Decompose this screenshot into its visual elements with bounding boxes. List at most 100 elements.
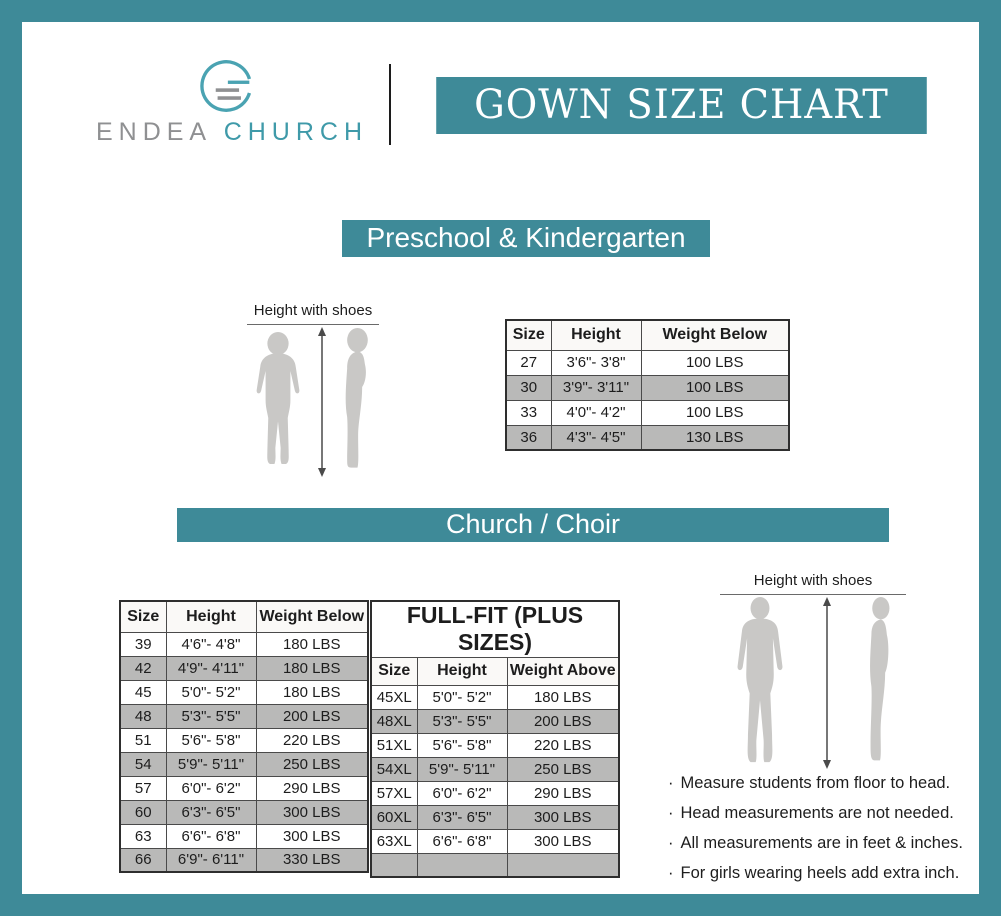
table-cell: 54XL (370, 756, 418, 782)
table-cell: 48XL (370, 708, 418, 734)
table-cell: 45XL (370, 684, 418, 710)
table-cell: 3'6"- 3'8" (550, 349, 642, 376)
header-divider (389, 64, 391, 145)
table-cell: 6'3"- 6'5" (416, 804, 508, 830)
table-cell: 6'9"- 6'11" (165, 847, 257, 873)
table-cell: 36 (505, 424, 552, 451)
note-text: For girls wearing heels add extra inch. (680, 864, 960, 882)
adult-side-silhouette-icon (854, 597, 906, 774)
column-header-size: Size (370, 656, 418, 686)
figure-topline (720, 594, 906, 595)
plus-size-table: FULL-FIT (PLUS SIZES) Size Height Weight… (370, 600, 620, 878)
table-cell: 130 LBS (640, 424, 790, 451)
table-cell: 54 (119, 751, 167, 777)
table-cell: 330 LBS (255, 847, 369, 873)
note-item: · For girls wearing heels add extra inch. (668, 864, 979, 883)
column-header-height: Height (165, 600, 257, 633)
brand-word-endea: ENDEA (95, 118, 211, 146)
table-row: 39 4'6"- 4'8" 180 LBS (119, 631, 369, 657)
table-cell: 300 LBS (255, 823, 369, 849)
table-cell: 300 LBS (506, 804, 620, 830)
height-arrow-icon (315, 327, 329, 482)
table-cell: 60XL (370, 804, 418, 830)
page-title: GOWN SIZE CHART (436, 77, 927, 134)
note-text: Measure students from floor to head. (680, 774, 951, 792)
table-cell (370, 852, 418, 878)
bullet-icon: · (668, 804, 674, 822)
table-cell: 5'0"- 5'2" (416, 684, 508, 710)
table-cell: 5'6"- 5'8" (416, 732, 508, 758)
figure-topline (247, 324, 379, 325)
table-cell: 4'3"- 4'5" (550, 424, 642, 451)
table-cell: 63 (119, 823, 167, 849)
table-cell (506, 852, 620, 878)
table-cell: 100 LBS (640, 399, 790, 426)
note-text: Head measurements are not needed. (680, 804, 954, 822)
table-row: 54 5'9"- 5'11" 250 LBS (119, 751, 369, 777)
brand-wordmark: ENDEA CHURCH (74, 118, 390, 147)
table-title-row: FULL-FIT (PLUS SIZES) (370, 600, 620, 658)
endea-logo-icon (198, 58, 254, 119)
table-cell: 290 LBS (506, 780, 620, 806)
table-cell: 33 (505, 399, 552, 426)
table-row: 45 5'0"- 5'2" 180 LBS (119, 679, 369, 705)
table-cell: 220 LBS (255, 727, 369, 753)
table-row: 45XL 5'0"- 5'2" 180 LBS (370, 684, 620, 710)
table-cell: 5'9"- 5'11" (165, 751, 257, 777)
adult-height-figure: Height with shoes (720, 572, 906, 774)
column-header-weight: Weight Below (640, 319, 790, 351)
table-cell: 4'6"- 4'8" (165, 631, 257, 657)
table-row: 30 3'9"- 3'11" 100 LBS (505, 374, 790, 401)
table-cell: 5'9"- 5'11" (416, 756, 508, 782)
table-cell: 180 LBS (255, 655, 369, 681)
table-row: 48 5'3"- 5'5" 200 LBS (119, 703, 369, 729)
table-row: 63 6'6"- 6'8" 300 LBS (119, 823, 369, 849)
table-cell: 180 LBS (255, 631, 369, 657)
table-empty-row (370, 852, 620, 878)
table-cell: 6'6"- 6'8" (416, 828, 508, 854)
section-banner-preschool: Preschool & Kindergarten (342, 220, 710, 257)
table-cell: 200 LBS (255, 703, 369, 729)
table-cell: 5'0"- 5'2" (165, 679, 257, 705)
table-row: 33 4'0"- 4'2" 100 LBS (505, 399, 790, 426)
bullet-icon: · (668, 834, 674, 852)
table-row: 57 6'0"- 6'2" 290 LBS (119, 775, 369, 801)
table-cell: 39 (119, 631, 167, 657)
table-cell: 6'0"- 6'2" (416, 780, 508, 806)
table-cell: 42 (119, 655, 167, 681)
table-cell: 6'3"- 6'5" (165, 799, 257, 825)
table-cell: 3'9"- 3'11" (550, 374, 642, 401)
child-side-silhouette-icon (335, 327, 379, 482)
table-row: 42 4'9"- 4'11" 180 LBS (119, 655, 369, 681)
table-cell: 5'3"- 5'5" (416, 708, 508, 734)
table-cell: 250 LBS (255, 751, 369, 777)
table-cell: 30 (505, 374, 552, 401)
table-cell: 290 LBS (255, 775, 369, 801)
table-cell: 220 LBS (506, 732, 620, 758)
table-cell: 51 (119, 727, 167, 753)
column-header-weight: Weight Below (255, 600, 369, 633)
table-cell: 6'6"- 6'8" (165, 823, 257, 849)
table-cell: 60 (119, 799, 167, 825)
table-cell: 57XL (370, 780, 418, 806)
church-size-table: Size Height Weight Below 39 4'6"- 4'8" 1… (119, 600, 369, 873)
table-cell: 5'3"- 5'5" (165, 703, 257, 729)
table-row: 36 4'3"- 4'5" 130 LBS (505, 424, 790, 451)
table-row: 57XL 6'0"- 6'2" 290 LBS (370, 780, 620, 806)
table-cell: 4'0"- 4'2" (550, 399, 642, 426)
column-header-size: Size (505, 319, 552, 351)
column-header-size: Size (119, 600, 167, 633)
table-cell: 100 LBS (640, 349, 790, 376)
table-cell: 57 (119, 775, 167, 801)
note-item: · Measure students from floor to head. (668, 774, 979, 793)
table-cell: 5'6"- 5'8" (165, 727, 257, 753)
table-cell: 100 LBS (640, 374, 790, 401)
table-cell: 63XL (370, 828, 418, 854)
table-row: 27 3'6"- 3'8" 100 LBS (505, 349, 790, 376)
table-cell: 66 (119, 847, 167, 873)
note-text: All measurements are in feet & inches. (680, 834, 963, 852)
child-front-silhouette-icon (247, 327, 309, 482)
table-row: 60XL 6'3"- 6'5" 300 LBS (370, 804, 620, 830)
table-row: 54XL 5'9"- 5'11" 250 LBS (370, 756, 620, 782)
